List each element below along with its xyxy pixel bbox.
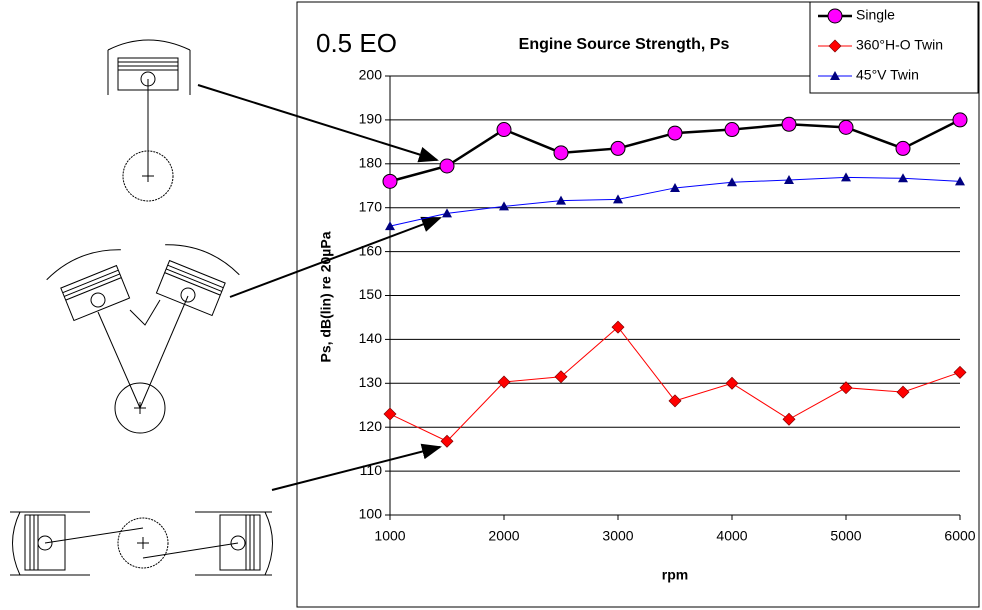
data-point — [496, 122, 512, 138]
data-point — [781, 116, 797, 132]
data-point — [442, 208, 452, 218]
data-point — [556, 195, 566, 205]
y-tick-label: 160 — [359, 242, 383, 258]
data-point — [385, 221, 395, 231]
plot: 100 110 120 130 140 150 160 170 180 190 200 1000 200… — [359, 67, 976, 544]
data-point — [613, 194, 623, 204]
y-tick-label: 150 — [359, 286, 383, 302]
data-point — [382, 173, 398, 189]
data-point — [668, 394, 682, 408]
data-point — [670, 182, 680, 192]
data-point — [499, 201, 509, 211]
legend: Single 360°H-O Twin 45°V Twin — [809, 1, 979, 94]
boxer-engine-diagram — [10, 511, 273, 576]
y-axis-label: Ps, dB(lin) re 20µPa — [318, 231, 334, 362]
data-point — [724, 122, 740, 138]
legend-marker — [827, 8, 843, 24]
x-tick-label: 3000 — [602, 528, 633, 544]
x-axis-label: rpm — [662, 567, 688, 583]
chart-frame — [296, 1, 980, 608]
data-point — [895, 140, 911, 156]
data-point — [782, 412, 796, 426]
data-point — [611, 320, 625, 334]
y-tick-label: 140 — [359, 330, 383, 346]
legend-label: 360°H-O Twin — [856, 37, 943, 53]
y-tick-label: 180 — [359, 155, 383, 171]
data-point — [838, 119, 854, 135]
data-point — [610, 140, 626, 156]
arrows — [197, 84, 442, 491]
x-tick-label: 5000 — [830, 528, 861, 544]
annotation: 0.5 EO — [316, 28, 397, 58]
data-point — [841, 172, 851, 182]
chart-title: Engine Source Strength, Ps — [519, 36, 730, 53]
x-tick-label: 2000 — [488, 528, 519, 544]
data-point — [898, 173, 908, 183]
data-point — [497, 375, 511, 389]
data-point — [955, 176, 965, 186]
data-point — [440, 434, 454, 448]
data-point — [725, 376, 739, 390]
data-point — [553, 145, 569, 161]
v-twin-engine-diagram — [46, 244, 240, 434]
data-point — [667, 125, 683, 141]
data-point — [727, 177, 737, 187]
x-tick-label: 1000 — [374, 528, 405, 544]
data-point — [383, 407, 397, 421]
legend-marker — [828, 39, 842, 53]
legend-label: 45°V Twin — [856, 67, 919, 83]
data-point — [952, 112, 968, 128]
y-tick-label: 110 — [360, 462, 383, 478]
x-tick-label: 6000 — [944, 528, 975, 544]
x-tick-label: 4000 — [716, 528, 747, 544]
data-point — [784, 175, 794, 185]
legend-marker — [830, 71, 840, 80]
y-tick-label: 200 — [359, 67, 383, 83]
data-point — [839, 381, 853, 395]
single-engine-diagram — [107, 39, 191, 202]
data-point — [896, 385, 910, 399]
data-point — [439, 158, 455, 174]
y-tick-label: 170 — [359, 198, 383, 214]
data-point — [554, 370, 568, 384]
y-tick-label: 190 — [359, 111, 383, 127]
y-tick-label: 120 — [359, 418, 383, 434]
series-line — [389, 326, 961, 442]
data-point — [953, 365, 967, 379]
legend-label: Single — [856, 7, 895, 23]
y-tick-label: 130 — [359, 374, 383, 390]
y-tick-label: 100 — [359, 506, 383, 522]
